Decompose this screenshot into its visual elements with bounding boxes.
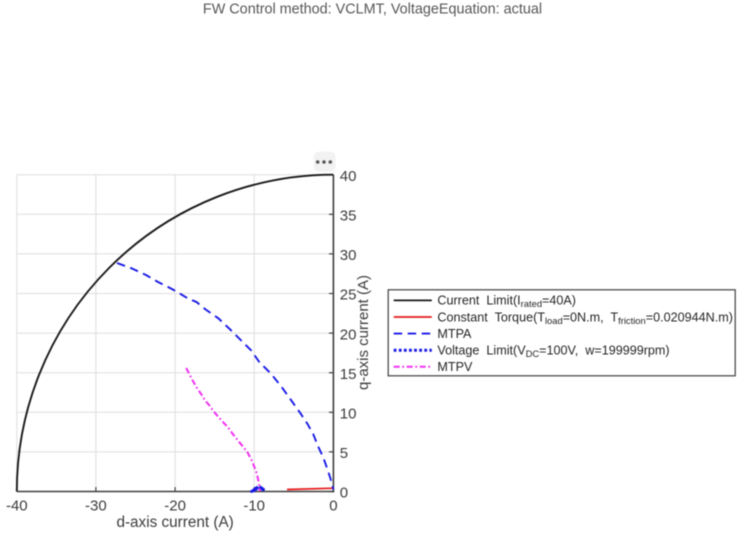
svg-text:-40: -40	[6, 497, 28, 514]
svg-text:-10: -10	[243, 497, 265, 514]
svg-text:Current Limit(Irated=40A): Current Limit(Irated=40A)	[437, 294, 576, 310]
svg-text:40: 40	[340, 168, 357, 185]
svg-text:5: 5	[340, 445, 348, 462]
svg-text:10: 10	[340, 406, 357, 423]
svg-text:-20: -20	[164, 497, 186, 514]
svg-text:20: 20	[340, 326, 357, 343]
svg-text:Constant Torque(Tload=0N.m,: Constant Torque(Tload=0N.m, Tfriction=0.…	[437, 310, 733, 326]
svg-text:FW Control method: VCLMT, Volt: FW Control method: VCLMT, VoltageEquatio…	[203, 1, 542, 17]
svg-text:25: 25	[340, 287, 357, 304]
svg-text:Voltage Limit(VDC=100V, w=19: Voltage Limit(VDC=100V, w=199999rpm)	[437, 344, 669, 360]
svg-text:-30: -30	[85, 497, 107, 514]
svg-text:30: 30	[340, 247, 357, 264]
svg-text:15: 15	[340, 366, 357, 383]
svg-text:MTPA: MTPA	[437, 327, 472, 341]
svg-text:0: 0	[329, 497, 337, 514]
svg-text:d-axis current (A): d-axis current (A)	[116, 514, 233, 531]
svg-text:0: 0	[340, 485, 348, 502]
svg-text:MTPV: MTPV	[437, 360, 473, 374]
svg-text:35: 35	[340, 208, 357, 225]
svg-text:q-axis current (A): q-axis current (A)	[355, 275, 372, 390]
